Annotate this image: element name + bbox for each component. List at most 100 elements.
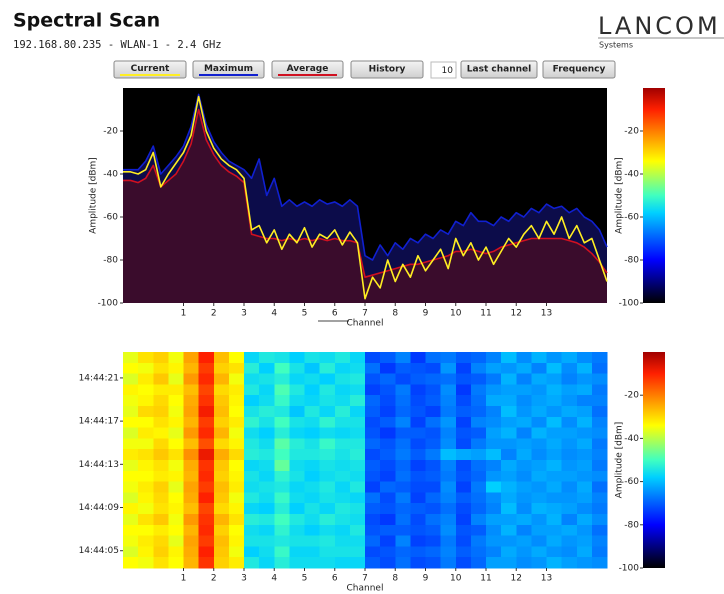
heatmap-cell: [274, 395, 290, 407]
heatmap-cell: [259, 406, 275, 418]
heatmap-cell: [425, 438, 442, 450]
button-face[interactable]: [271, 60, 344, 79]
y-axis-label: Amplitude [dBm]: [89, 157, 99, 234]
heatmap-cell: [349, 438, 366, 450]
heatmap-cell: [138, 384, 154, 396]
button-label[interactable]: Last channel: [467, 65, 531, 75]
button-face[interactable]: [113, 60, 187, 79]
heatmap-cell: [516, 362, 532, 374]
heatmap-cell: [259, 373, 275, 385]
heatmap-cell: [425, 481, 442, 493]
heatmap-cell: [334, 352, 351, 364]
heatmap-cell: [168, 546, 184, 558]
heatmap-cell: [123, 406, 139, 418]
heatmap-cell: [410, 514, 426, 526]
button[interactable]: Last channel: [460, 60, 538, 79]
heatmap-cell: [153, 406, 169, 418]
heatmap-cell: [198, 481, 215, 493]
heatmap-cell: [334, 406, 351, 418]
heatmap-cell: [244, 535, 260, 547]
heatmap-cell: [213, 535, 230, 547]
heatmap-cell: [470, 524, 487, 536]
heatmap-cell: [501, 384, 517, 396]
heatmap-cell: [289, 524, 305, 536]
button-label[interactable]: Frequency: [553, 65, 606, 75]
button-face[interactable]: [192, 60, 265, 79]
button[interactable]: Average: [271, 60, 344, 79]
button-label[interactable]: History: [369, 65, 406, 75]
heatmap-cell: [395, 546, 411, 558]
heatmap-cell: [486, 395, 502, 407]
heatmap-cell: [380, 514, 396, 526]
heatmap-cell: [380, 503, 396, 515]
heatmap-cell: [319, 373, 336, 385]
heatmap-cell: [213, 373, 230, 385]
button[interactable]: Maximum: [192, 60, 265, 79]
button-face[interactable]: [460, 60, 538, 79]
heatmap-cell: [546, 481, 563, 493]
heatmap-cell: [380, 524, 396, 536]
button-face[interactable]: [542, 60, 616, 79]
button-label[interactable]: Current: [131, 64, 170, 74]
heatmap-cell: [546, 373, 563, 385]
heatmap-cell: [591, 514, 608, 526]
heatmap-cell: [576, 492, 593, 504]
heatmap-cell: [561, 481, 578, 493]
heatmap-cell: [516, 373, 532, 385]
button[interactable]: Current: [113, 60, 187, 79]
colorbar-label: Amplitude [dBm]: [615, 422, 625, 499]
heatmap-cell: [289, 535, 305, 547]
heatmap-cell: [531, 481, 547, 493]
heatmap-cell: [455, 524, 472, 536]
heatmap-cell: [274, 514, 290, 526]
heatmap-cell: [576, 546, 593, 558]
count-input[interactable]: 10: [430, 61, 457, 79]
button[interactable]: Frequency: [542, 60, 616, 79]
heatmap-cell: [546, 546, 563, 558]
heatmap-cell: [395, 406, 411, 418]
heatmap-cell: [138, 416, 154, 428]
heatmap-cell: [168, 427, 184, 439]
heatmap-cell: [334, 416, 351, 428]
heatmap-cell: [591, 470, 608, 482]
heatmap-cell: [425, 373, 442, 385]
button[interactable]: History: [350, 60, 424, 79]
heatmap-cell: [304, 481, 321, 493]
heatmap-cell: [123, 395, 139, 407]
input-box[interactable]: [430, 61, 457, 79]
heatmap-cell: [304, 449, 321, 461]
heatmap-cell: [486, 546, 502, 558]
heatmap-cell: [501, 406, 517, 418]
heatmap-cell: [304, 535, 321, 547]
heatmap-cell: [516, 438, 532, 450]
x-tick-label: 3: [241, 309, 247, 319]
heatmap-cell: [228, 481, 245, 493]
button-label[interactable]: Average: [287, 64, 329, 74]
heatmap-cell: [455, 514, 472, 526]
heatmap-cell: [259, 438, 275, 450]
heatmap-cell: [410, 352, 426, 364]
x-tick-label: 8: [392, 574, 398, 584]
heatmap-cell: [259, 503, 275, 515]
heatmap-cell: [138, 514, 154, 526]
button-label[interactable]: Maximum: [204, 64, 253, 74]
heatmap-cell: [440, 438, 457, 450]
heatmap-cell: [395, 449, 411, 461]
button-face[interactable]: [350, 60, 424, 79]
heatmap-cell: [304, 470, 321, 482]
heatmap-cell: [228, 427, 245, 439]
heatmap-cell: [516, 492, 532, 504]
area: [123, 109, 607, 303]
heatmap-cell: [516, 416, 532, 428]
heatmap-cell: [395, 362, 411, 374]
heatmap-cell: [576, 395, 593, 407]
x-tick-label: 13: [541, 574, 552, 584]
heatmap-cell: [591, 373, 608, 385]
heatmap-cell: [228, 535, 245, 547]
heatmap-cell: [486, 427, 502, 439]
heatmap-cell: [365, 460, 381, 472]
input-value[interactable]: 10: [442, 66, 454, 76]
heatmap-cell: [349, 546, 366, 558]
heatmap-cell: [455, 460, 472, 472]
heatmap-cell: [334, 557, 351, 569]
